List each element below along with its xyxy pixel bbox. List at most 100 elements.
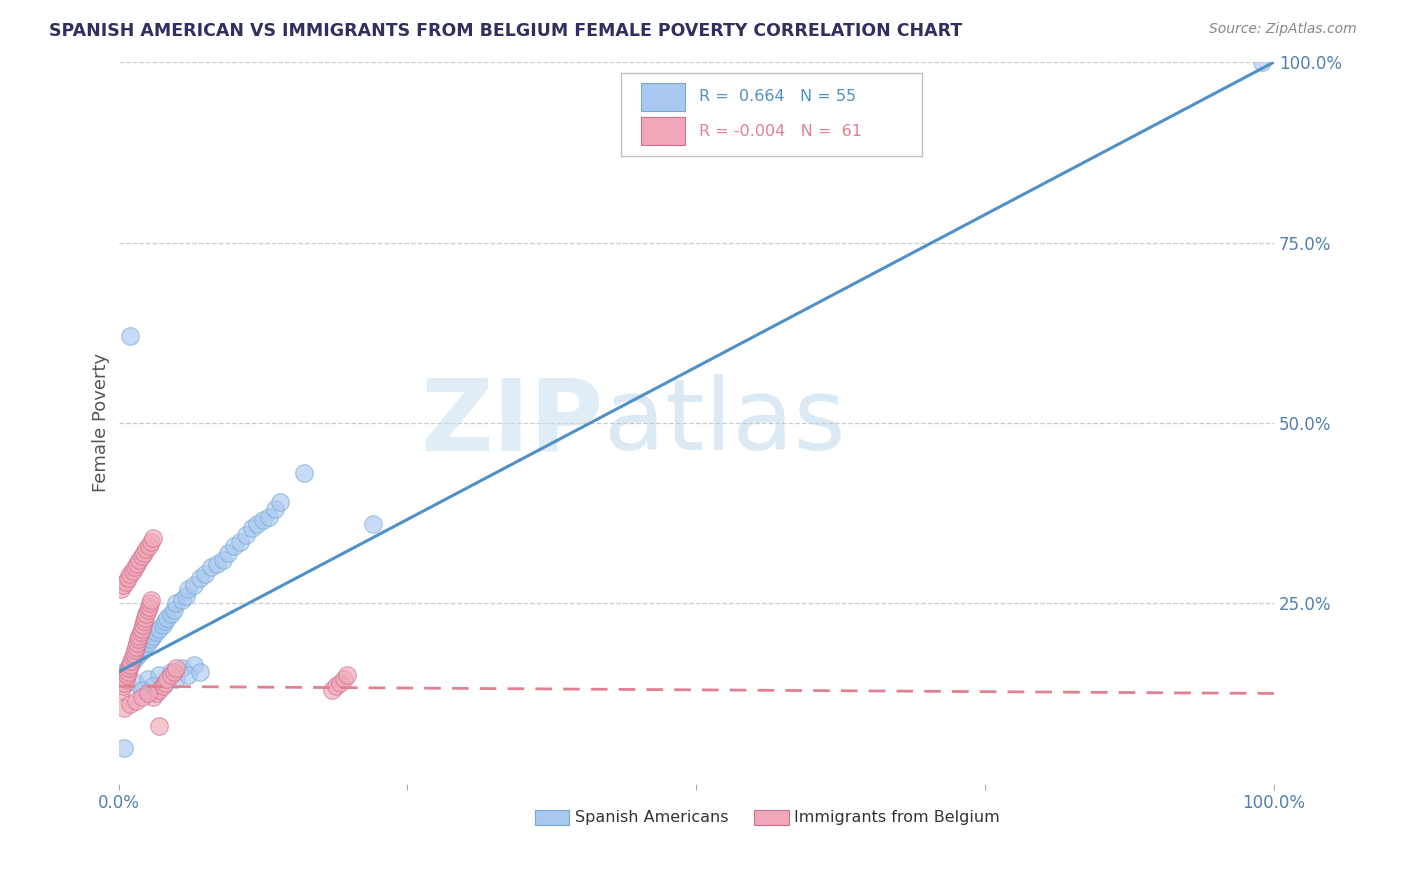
Point [159, 607, 181, 621]
Point [139, 592, 162, 607]
Point [148, 682, 170, 697]
Point [1251, 55, 1274, 70]
Text: Spanish Americans: Spanish Americans [575, 810, 728, 825]
Point [120, 698, 142, 712]
Point [177, 668, 200, 682]
Point [240, 520, 263, 534]
Point [124, 643, 146, 657]
Point [263, 502, 285, 516]
Point [121, 654, 143, 668]
Point [136, 636, 159, 650]
Point [128, 647, 150, 661]
Point [121, 564, 143, 578]
Point [153, 675, 176, 690]
Point [114, 701, 136, 715]
Y-axis label: Female Poverty: Female Poverty [93, 353, 110, 492]
Point [205, 557, 228, 571]
Point [117, 661, 139, 675]
Point [120, 657, 142, 672]
Point [134, 610, 156, 624]
Point [165, 672, 187, 686]
Point [172, 592, 194, 607]
Point [128, 629, 150, 643]
Point [136, 686, 159, 700]
Text: atlas: atlas [603, 375, 845, 471]
Point [110, 582, 132, 596]
Text: SPANISH AMERICAN VS IMMIGRANTS FROM BELGIUM FEMALE POVERTY CORRELATION CHART: SPANISH AMERICAN VS IMMIGRANTS FROM BELG… [49, 22, 963, 40]
Point [125, 650, 148, 665]
Point [114, 665, 136, 679]
Point [139, 535, 162, 549]
Point [163, 665, 186, 679]
Point [211, 553, 233, 567]
Point [269, 495, 291, 509]
Text: Source: ZipAtlas.com: Source: ZipAtlas.com [1209, 22, 1357, 37]
Bar [534, 810, 569, 825]
Point [246, 516, 269, 531]
Point [125, 694, 148, 708]
Point [114, 675, 136, 690]
Bar [641, 118, 685, 145]
Point [138, 539, 160, 553]
Point [145, 625, 167, 640]
FancyBboxPatch shape [621, 73, 921, 156]
Point [131, 682, 153, 697]
Point [125, 640, 148, 654]
Point [131, 549, 153, 564]
Point [142, 679, 165, 693]
Point [127, 632, 149, 647]
Point [145, 686, 167, 700]
Point [159, 668, 181, 682]
Point [194, 567, 217, 582]
Point [172, 661, 194, 675]
Text: ZIP: ZIP [420, 375, 603, 471]
Point [122, 647, 145, 661]
Point [257, 509, 280, 524]
Point [333, 672, 356, 686]
Point [117, 571, 139, 585]
Point [156, 610, 179, 624]
Bar [641, 83, 685, 111]
Bar [754, 810, 789, 825]
Point [138, 599, 160, 614]
Point [200, 560, 222, 574]
Text: Immigrants from Belgium: Immigrants from Belgium [794, 810, 1000, 825]
Point [292, 467, 315, 481]
Point [148, 622, 170, 636]
Text: R =  0.664   N = 55: R = 0.664 N = 55 [699, 89, 856, 103]
Point [361, 516, 384, 531]
Point [110, 682, 132, 697]
Point [159, 665, 181, 679]
Point [152, 618, 174, 632]
Point [132, 546, 155, 560]
Point [120, 654, 142, 668]
Point [124, 560, 146, 574]
Point [229, 535, 252, 549]
Point [177, 582, 200, 596]
Point [132, 615, 155, 629]
Point [188, 571, 211, 585]
Point [112, 679, 135, 693]
Point [120, 657, 142, 672]
Point [165, 596, 187, 610]
Point [131, 643, 153, 657]
Point [121, 650, 143, 665]
Point [156, 672, 179, 686]
Point [224, 539, 246, 553]
Point [235, 527, 257, 541]
Point [329, 675, 352, 690]
Point [183, 657, 205, 672]
Point [127, 557, 149, 571]
Point [136, 672, 159, 686]
Point [165, 661, 187, 675]
Point [120, 329, 142, 343]
Point [321, 682, 343, 697]
Point [115, 668, 138, 682]
Point [132, 640, 155, 654]
Point [148, 668, 170, 682]
Point [132, 618, 155, 632]
Point [142, 532, 165, 546]
Point [128, 553, 150, 567]
Text: R = -0.004   N =  61: R = -0.004 N = 61 [699, 124, 862, 138]
Point [142, 690, 165, 704]
